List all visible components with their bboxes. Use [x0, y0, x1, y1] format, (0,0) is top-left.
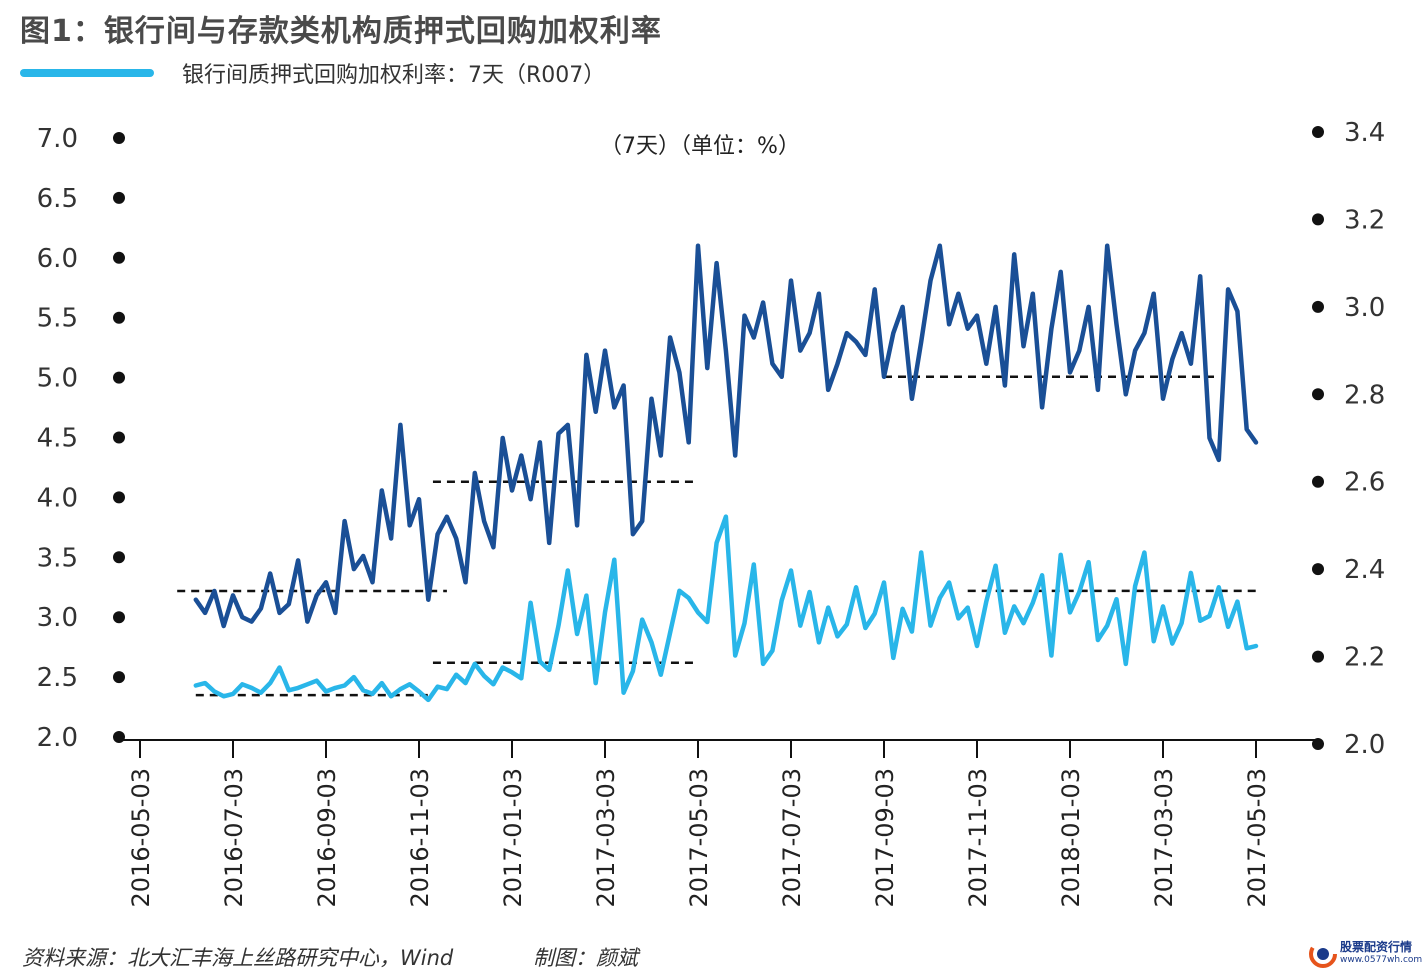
watermark-logo-icon — [1309, 940, 1337, 968]
x-tick-label: 2017-09-03 — [871, 768, 899, 907]
x-tick-label: 2017-03-03 — [592, 768, 620, 907]
x-tick-label: 2016-09-03 — [313, 768, 341, 907]
left-axis-dot — [113, 731, 125, 743]
left-axis-dot — [113, 671, 125, 684]
left-axis: 2.0 2.5 3.0 3.5 4.0 4.5 5.0 5.5 6.0 6.5 7.0 — [37, 124, 125, 753]
unit-annotation: （7天）（单位：%） — [600, 134, 800, 159]
legend-swatch — [20, 69, 154, 77]
watermark-name: 股票配资行情 — [1340, 940, 1413, 954]
right-axis-dot — [1312, 650, 1324, 663]
x-tick-label: 2017-03-03 — [1150, 768, 1178, 907]
right-tick-label: 3.0 — [1344, 293, 1385, 323]
x-tick-label: 2016-05-03 — [127, 768, 155, 907]
left-axis-dot — [113, 371, 125, 384]
right-axis-dot — [1312, 213, 1324, 226]
x-tick-label: 2017-05-03 — [685, 768, 713, 907]
right-axis-dot — [1312, 126, 1324, 138]
left-tick-label: 5.5 — [37, 304, 78, 334]
left-axis-dot — [113, 431, 125, 444]
right-tick-label: 2.4 — [1344, 555, 1385, 585]
right-axis: 2.0 2.2 2.4 2.6 2.8 3.0 3.2 3.4 — [1312, 118, 1385, 760]
chart-title: 图1：银行间与存款类机构质押式回购加权利率 — [20, 14, 662, 49]
watermark-url: www.0577wh.com — [1340, 955, 1423, 965]
right-axis-dot — [1312, 475, 1324, 488]
right-tick-label: 3.4 — [1344, 118, 1385, 148]
x-tick-label: 2016-11-03 — [406, 768, 434, 907]
x-tick-label: 2017-05-03 — [1243, 768, 1271, 907]
left-axis-dot — [113, 311, 125, 324]
right-tick-label: 2.0 — [1344, 730, 1385, 760]
reference-lines — [177, 375, 1256, 697]
left-tick-label: 6.5 — [37, 184, 78, 214]
left-tick-label: 5.0 — [37, 364, 78, 394]
left-tick-label: 3.0 — [37, 603, 78, 633]
source-note: 资料来源：北大汇丰海上丝路研究中心，Wind — [22, 946, 454, 970]
legend-label: 银行间质押式回购加权利率：7天（R007） — [182, 63, 606, 88]
left-axis-dot — [113, 251, 125, 264]
right-tick-label: 2.8 — [1344, 380, 1385, 410]
x-tick-label: 2017-07-03 — [778, 768, 806, 907]
left-tick-label: 3.5 — [37, 543, 78, 573]
watermark: 股票配资行情 www.0577wh.com — [1308, 937, 1424, 971]
right-axis-dot — [1312, 300, 1324, 313]
left-tick-label: 2.0 — [37, 723, 78, 753]
right-tick-label: 3.2 — [1344, 205, 1385, 235]
x-axis: 2016-05-03 2016-07-03 2016-09-03 2016-11-03… — [119, 739, 1318, 907]
left-tick-label: 4.5 — [37, 424, 78, 454]
series-line-r007 — [193, 514, 1259, 703]
left-axis-dot — [113, 491, 125, 504]
left-tick-label: 7.0 — [37, 124, 78, 154]
maker-note: 制图：颜斌 — [533, 946, 638, 970]
left-tick-label: 6.0 — [37, 244, 78, 274]
series-lines — [193, 243, 1259, 703]
right-tick-label: 2.2 — [1344, 643, 1385, 673]
left-axis-dot — [113, 611, 125, 624]
x-tick-label: 2017-11-03 — [964, 768, 992, 907]
right-axis-dot — [1312, 563, 1324, 576]
x-tick-label: 2018-01-03 — [1057, 768, 1085, 907]
left-tick-label: 2.5 — [37, 663, 78, 693]
left-tick-label: 4.0 — [37, 483, 78, 513]
x-tick-label: 2016-07-03 — [220, 768, 248, 907]
series-line-second — [193, 243, 1259, 629]
left-axis-dot — [113, 551, 125, 564]
right-tick-label: 2.6 — [1344, 468, 1385, 498]
left-axis-dot — [113, 132, 125, 144]
right-axis-dot — [1312, 388, 1324, 401]
legend: 银行间质押式回购加权利率：7天（R007） — [20, 58, 605, 88]
x-tick-label: 2017-01-03 — [499, 768, 527, 907]
left-axis-dot — [113, 191, 125, 204]
